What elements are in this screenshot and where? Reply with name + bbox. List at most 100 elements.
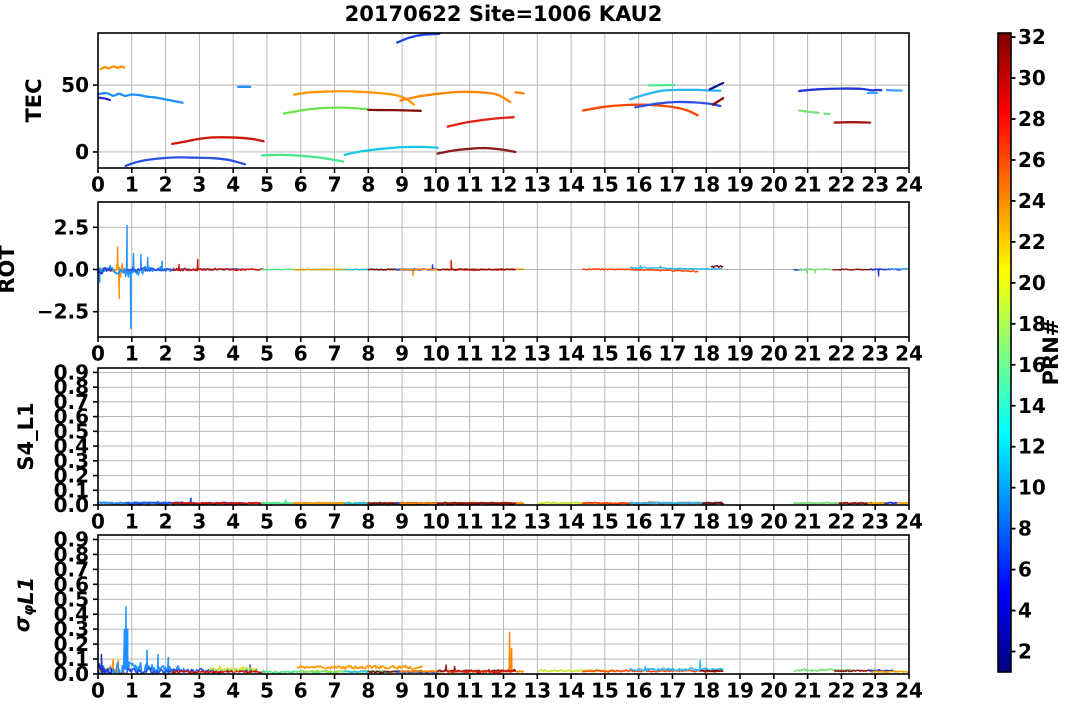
colorbar-tick-label: 14	[1018, 394, 1046, 418]
x-tick-label: 18	[692, 510, 720, 534]
x-tick-label: 2	[159, 173, 173, 197]
trace-tec-10	[514, 91, 525, 95]
trace-tec-1	[98, 91, 184, 104]
trace-tec-0	[99, 65, 126, 71]
x-tick-label: 1	[125, 342, 139, 366]
trace-tec-21	[711, 97, 725, 106]
x-tick-label: 19	[726, 342, 754, 366]
y-tick-label: 0.5	[54, 587, 89, 611]
trace-s4-12	[538, 501, 584, 505]
x-tick-label: 22	[827, 173, 855, 197]
x-tick-label: 11	[456, 342, 484, 366]
x-tick-label: 11	[456, 510, 484, 534]
trace-s4-3	[171, 501, 265, 505]
x-tick-label: 12	[490, 342, 518, 366]
x-tick-label: 10	[422, 510, 450, 534]
x-tick-label: 4	[226, 510, 240, 534]
trace-sigphi-22	[871, 670, 909, 674]
y-tick-label: 0.4	[54, 602, 89, 626]
colorbar-tick-label: 2	[1018, 640, 1032, 664]
x-tick-label: 2	[159, 510, 173, 534]
x-tick-label: 20	[760, 342, 788, 366]
x-tick-label: 20	[760, 173, 788, 197]
x-tick-label: 12	[490, 679, 518, 703]
x-tick-label: 7	[328, 510, 342, 534]
x-tick-label: 9	[395, 173, 409, 197]
x-tick-label: 7	[328, 679, 342, 703]
s4-series	[98, 497, 909, 505]
x-tick-label: 1	[125, 510, 139, 534]
x-tick-label: 9	[395, 342, 409, 366]
y-tick-label: 50	[61, 73, 89, 97]
x-tick-label: 18	[692, 342, 720, 366]
colorbar-tick-label: 4	[1018, 599, 1032, 623]
x-tick-label: 13	[523, 679, 551, 703]
x-tick-label: 23	[861, 342, 889, 366]
trace-sigphi-5	[208, 665, 258, 673]
x-tick-label: 0	[91, 679, 105, 703]
y-tick-label: 0.0	[54, 662, 89, 686]
x-tick-label: 21	[794, 510, 822, 534]
trace-sigphi-14	[446, 669, 515, 674]
x-tick-label: 3	[192, 173, 206, 197]
s4-panel: 0 1 2 3 4 5 6 7 8 9 10 11 12 13 14 15 16 17 18 19 20 21 22 23 24…	[14, 360, 923, 533]
colorbar-tick-label: 18	[1018, 312, 1046, 336]
x-tick-label: 18	[692, 173, 720, 197]
x-tick-label: 24	[895, 510, 923, 534]
trace-sigphi-4	[171, 669, 265, 674]
x-tick-label: 3	[192, 510, 206, 534]
x-tick-label: 17	[659, 173, 687, 197]
rot-panel: 0 1 2 3 4 5 6 7 8 9 10 11 12 13 14 15 16 17 18 19 20 21 22 23 24…	[0, 201, 923, 366]
chart-title: 20170622 Site=1006 KAU2	[344, 2, 663, 26]
colorbar-tick-label: 12	[1018, 435, 1046, 459]
colorbar-tick-label: 10	[1018, 476, 1046, 500]
trace-tec-17	[629, 88, 722, 101]
trace-tec-19	[708, 81, 725, 91]
x-tick-label: 21	[794, 342, 822, 366]
x-tick-label: 18	[692, 679, 720, 703]
trace-sigphi-2	[98, 653, 113, 674]
x-tick-label: 9	[395, 679, 409, 703]
x-tick-label: 4	[226, 173, 240, 197]
trace-tec-15	[436, 146, 517, 155]
y-tick-label: 0.9	[54, 360, 89, 384]
trace-s4-15	[702, 501, 724, 505]
y-tick-label: 0.2	[54, 632, 89, 656]
x-tick-label: 8	[361, 342, 375, 366]
x-tick-label: 5	[260, 173, 274, 197]
colorbar-tick-label: 30	[1018, 66, 1046, 90]
rot-series	[98, 224, 909, 330]
x-tick-label: 8	[361, 173, 375, 197]
colorbar-tick-label: 20	[1018, 271, 1046, 295]
trace-tec-9	[399, 90, 512, 104]
y-tick-label: −2.5	[37, 300, 89, 324]
x-tick-label: 13	[523, 510, 551, 534]
trace-tec-8	[292, 90, 416, 106]
y-tick-label: 0.3	[54, 449, 89, 473]
x-tick-label: 6	[294, 510, 308, 534]
trace-rot-17	[798, 267, 832, 274]
y-tick-label: 0.4	[54, 434, 89, 458]
trace-s4-11	[436, 501, 517, 505]
trace-rot-19	[869, 268, 902, 277]
colorbar-tick-label: 24	[1018, 189, 1046, 213]
x-tick-label: 20	[760, 679, 788, 703]
x-tick-label: 23	[861, 510, 889, 534]
x-tick-label: 5	[260, 679, 274, 703]
y-tick-label: 0.6	[54, 405, 89, 429]
trace-rot-14	[629, 264, 723, 271]
y-tick-label: 0.1	[54, 647, 89, 671]
trace-tec-4	[171, 136, 265, 146]
trace-tec-2	[98, 96, 111, 102]
x-tick-label: 16	[625, 510, 653, 534]
trace-tec-12	[367, 108, 422, 112]
colorbar-axis-label: PRN#	[1039, 319, 1063, 386]
x-tick-label: 6	[294, 342, 308, 366]
x-tick-label: 11	[456, 173, 484, 197]
y-tick-label: 0.3	[54, 617, 89, 641]
x-tick-label: 19	[726, 173, 754, 197]
x-tick-label: 14	[557, 342, 585, 366]
y-tick-label: 0.6	[54, 572, 89, 596]
trace-tec-25	[798, 109, 820, 115]
